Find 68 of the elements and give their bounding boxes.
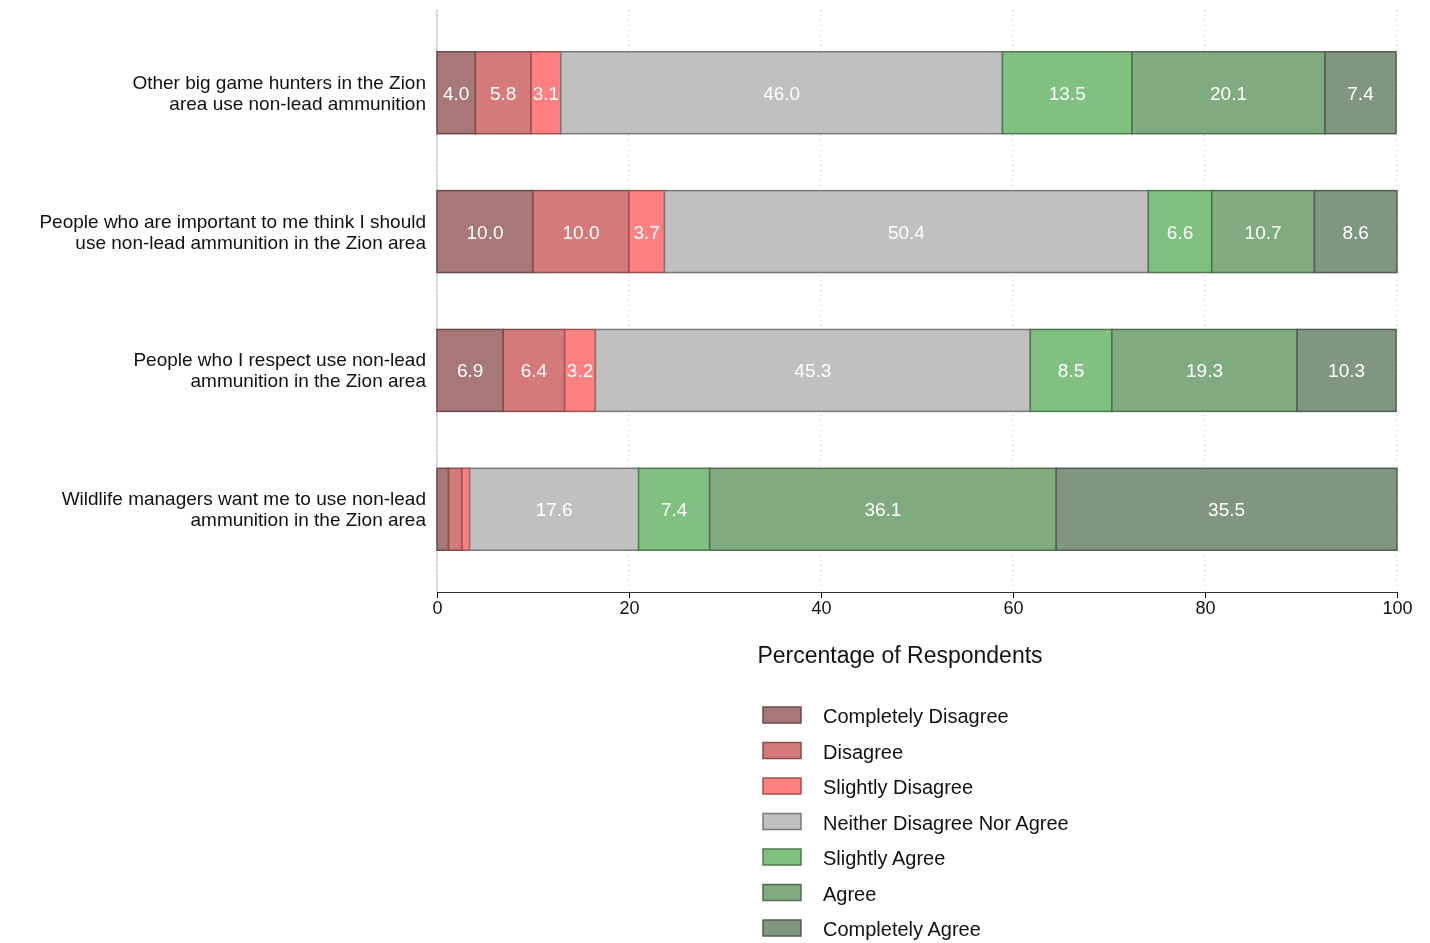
bar [436,189,534,274]
x-tick-label: 100 [1382,597,1413,618]
x-tick-label: 0 [432,597,443,618]
x-tick-label: 20 [619,597,640,618]
bar [1055,467,1398,551]
data-label: 3.1 [532,82,560,104]
data-label: 4.0 [442,82,470,104]
bar [436,467,450,551]
bar [468,467,640,551]
data-label: 36.1 [864,499,902,521]
legend-label: Slightly Disagree [823,776,974,798]
legend-label: Disagree [823,740,904,763]
data-label: 13.5 [1048,82,1086,104]
y-tick-label: Other big game hunters in the Zion area use non-lead ammunition [132,71,426,114]
bar [436,328,504,413]
bar [474,51,532,135]
data-label: 10.3 [1328,360,1366,382]
bar [563,328,597,413]
legend-label: Agree [823,882,877,905]
legend-label: Neither Disagree Nor Agree [823,811,1069,834]
bar [1296,328,1397,413]
y-tick-label: People who are important to me think I should use non-lead ammunition in the Zion area [39,210,427,253]
bar [436,51,477,135]
bar [502,328,566,413]
x-tick-label: 60 [1003,597,1024,618]
bar [628,189,666,274]
bar [1147,189,1213,274]
bar [1029,328,1113,413]
data-label: 10.0 [466,221,504,243]
data-label: 6.9 [456,360,484,382]
data-label: 45.3 [794,360,832,382]
data-label: 19.3 [1186,360,1224,382]
bar [663,189,1150,274]
legend-label: Completely Disagree [823,705,1009,727]
bar [1131,51,1326,135]
y-tick-label: Wildlife managers want me to use non-lead ammunition in the Zion area [61,488,427,531]
bar [708,467,1057,551]
data-label: 5.8 [490,82,517,104]
data-label: 46.0 [763,82,801,104]
x-axis-title: Percentage of Respondents [757,642,1043,668]
bar [1324,51,1397,135]
bar [637,467,711,551]
data-label: 35.5 [1208,499,1246,521]
bar [530,51,562,135]
data-label: 8.5 [1057,360,1085,382]
data-label: 3.2 [566,360,594,382]
data-label: 10.7 [1244,221,1282,243]
legend-label: Slightly Agree [823,847,946,869]
data-label: 50.4 [887,221,926,243]
data-label: 3.7 [633,221,660,243]
data-label: 7.4 [660,499,688,521]
data-label: 17.6 [535,499,573,521]
bar [532,189,630,274]
x-tick-label: 80 [1195,597,1216,618]
data-label: 7.4 [1347,82,1375,104]
data-label: 6.6 [1166,221,1194,243]
data-label: 6.4 [520,360,548,382]
data-label: 10.0 [562,221,600,243]
y-tick-label: People who I respect use non-lead ammunition in the Zion area [133,349,427,392]
x-tick-label: 40 [811,597,832,618]
data-label: 8.6 [1342,221,1369,243]
bar [1210,189,1316,274]
legend-label: Completely Agree [823,918,981,940]
data-label: 20.1 [1210,82,1248,104]
bar [594,328,1032,413]
bar [1001,51,1133,135]
bar [1313,189,1398,274]
bar [1111,328,1298,413]
